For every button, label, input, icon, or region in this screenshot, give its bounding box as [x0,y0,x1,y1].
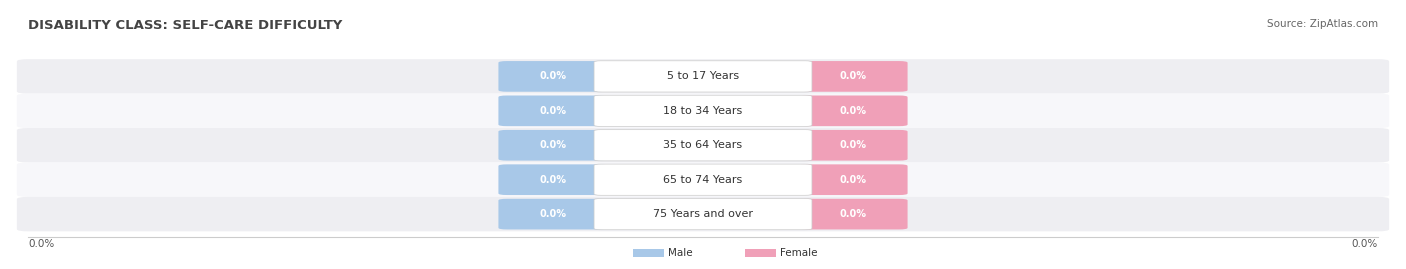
Text: Female: Female [780,248,818,258]
Text: 5 to 17 Years: 5 to 17 Years [666,71,740,82]
Text: Male: Male [668,248,693,258]
Text: 0.0%: 0.0% [28,239,55,249]
Text: 0.0%: 0.0% [538,106,567,116]
Text: 0.0%: 0.0% [1351,239,1378,249]
Text: 0.0%: 0.0% [538,140,567,150]
Text: 0.0%: 0.0% [839,175,868,185]
Text: 18 to 34 Years: 18 to 34 Years [664,106,742,116]
Text: 0.0%: 0.0% [538,71,567,82]
Text: 0.0%: 0.0% [839,209,868,219]
Text: 0.0%: 0.0% [839,140,868,150]
Text: 35 to 64 Years: 35 to 64 Years [664,140,742,150]
Text: 0.0%: 0.0% [839,71,868,82]
Text: 0.0%: 0.0% [538,209,567,219]
Text: Source: ZipAtlas.com: Source: ZipAtlas.com [1267,19,1378,29]
Text: 0.0%: 0.0% [538,175,567,185]
Text: 0.0%: 0.0% [839,106,868,116]
Text: DISABILITY CLASS: SELF-CARE DIFFICULTY: DISABILITY CLASS: SELF-CARE DIFFICULTY [28,19,343,32]
Text: 65 to 74 Years: 65 to 74 Years [664,175,742,185]
Text: 75 Years and over: 75 Years and over [652,209,754,219]
